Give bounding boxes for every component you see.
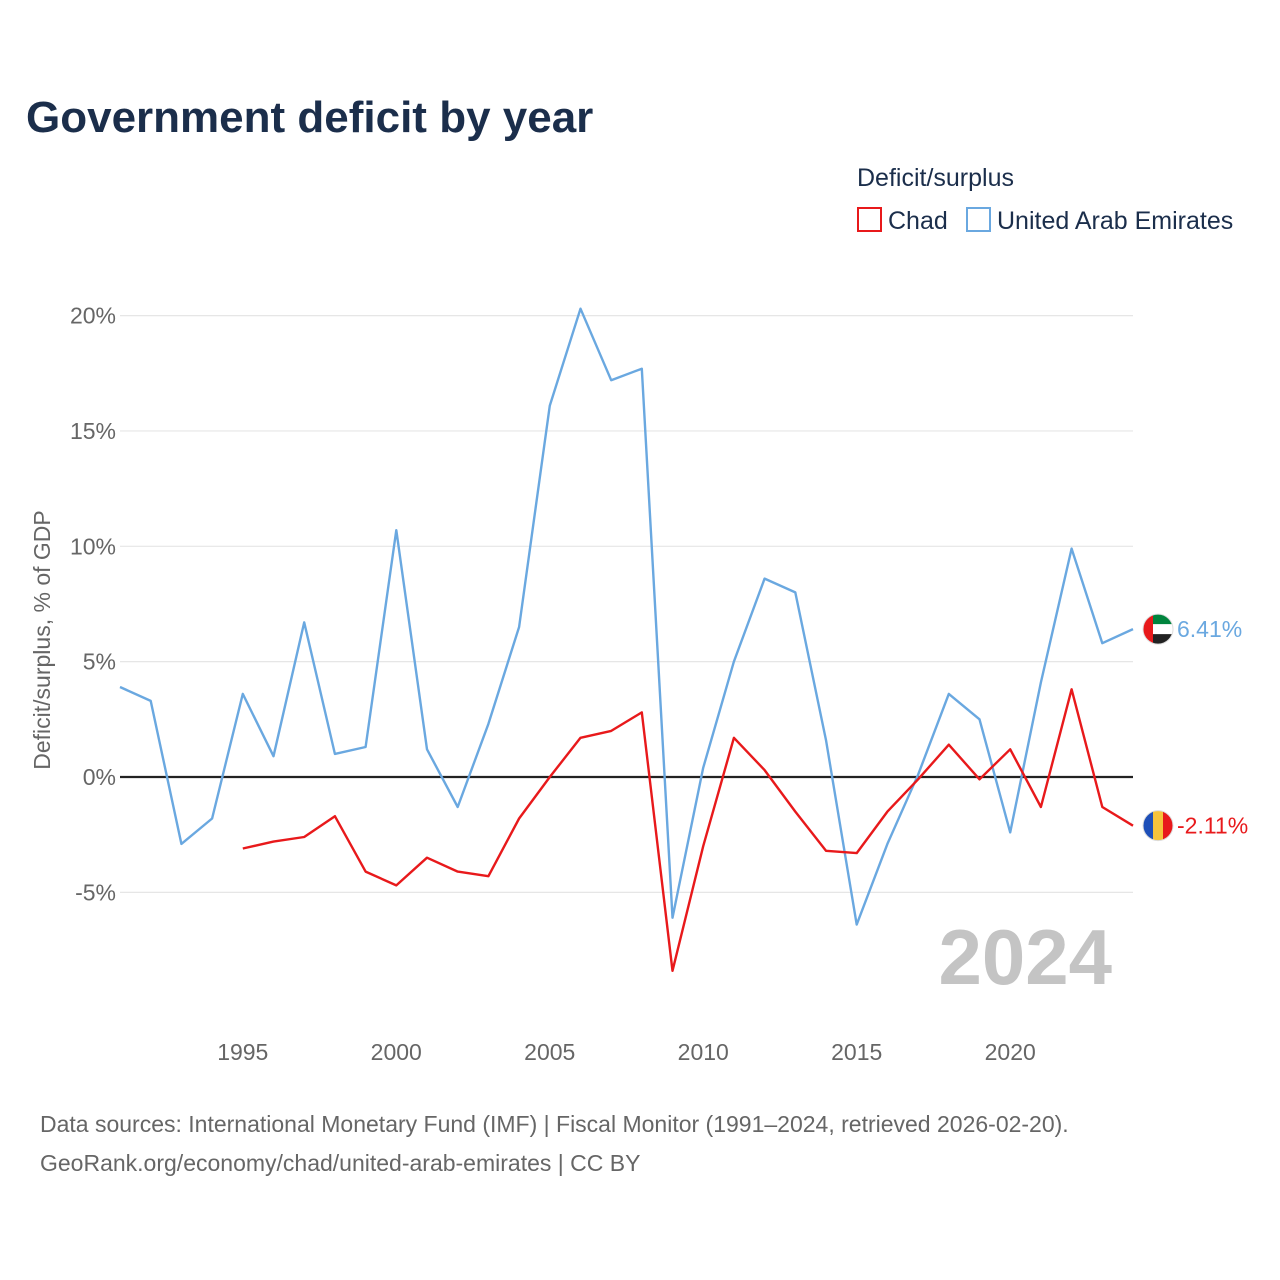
- y-tick-label: 0%: [83, 764, 116, 790]
- source-line-2: GeoRank.org/economy/chad/united-arab-emi…: [40, 1150, 640, 1176]
- x-tick-label: 2010: [678, 1039, 729, 1065]
- x-axis-ticks: 1995 2000 2005 2010 2015 2020: [217, 1039, 1036, 1065]
- legend-swatch-uae: [966, 207, 991, 232]
- highlight-year: 2024: [938, 913, 1112, 1001]
- x-tick-label: 2020: [985, 1039, 1036, 1065]
- y-tick-label: 5%: [83, 649, 116, 675]
- chart-title: Government deficit by year: [26, 93, 593, 142]
- end-labels: -2.11% 6.41%: [1142, 613, 1248, 842]
- y-tick-label: 10%: [70, 533, 116, 559]
- y-tick-label: -5%: [75, 879, 116, 905]
- x-tick-label: 2000: [371, 1039, 422, 1065]
- y-tick-label: 15%: [70, 418, 116, 444]
- x-tick-label: 1995: [217, 1039, 268, 1065]
- end-value-label-united-arab-emirates: 6.41%: [1177, 616, 1242, 642]
- series-line-chad: [242, 688, 1134, 972]
- series-line-united-arab-emirates: [119, 307, 1134, 926]
- legend-label-chad: Chad: [888, 207, 948, 235]
- end-value-label-chad: -2.11%: [1177, 813, 1248, 839]
- flag-marker-chad: [1142, 810, 1174, 842]
- flag-marker-united-arab-emirates: [1142, 613, 1174, 645]
- grid: [120, 315, 1133, 893]
- legend-swatch-chad: [857, 207, 882, 232]
- y-axis-label: Deficit/surplus, % of GDP: [29, 510, 55, 769]
- series-layer: [119, 307, 1134, 972]
- source-line-1: Data sources: International Monetary Fun…: [40, 1111, 1069, 1137]
- legend: Deficit/surplus Chad United Arab Emirate…: [857, 164, 1233, 235]
- y-tick-label: 20%: [70, 303, 116, 329]
- x-tick-label: 2005: [524, 1039, 575, 1065]
- x-tick-label: 2015: [831, 1039, 882, 1065]
- legend-title: Deficit/surplus: [857, 164, 1014, 192]
- legend-label-uae: United Arab Emirates: [997, 207, 1233, 235]
- y-axis-ticks: 20% 15% 10% 5% 0% -5%: [70, 303, 116, 906]
